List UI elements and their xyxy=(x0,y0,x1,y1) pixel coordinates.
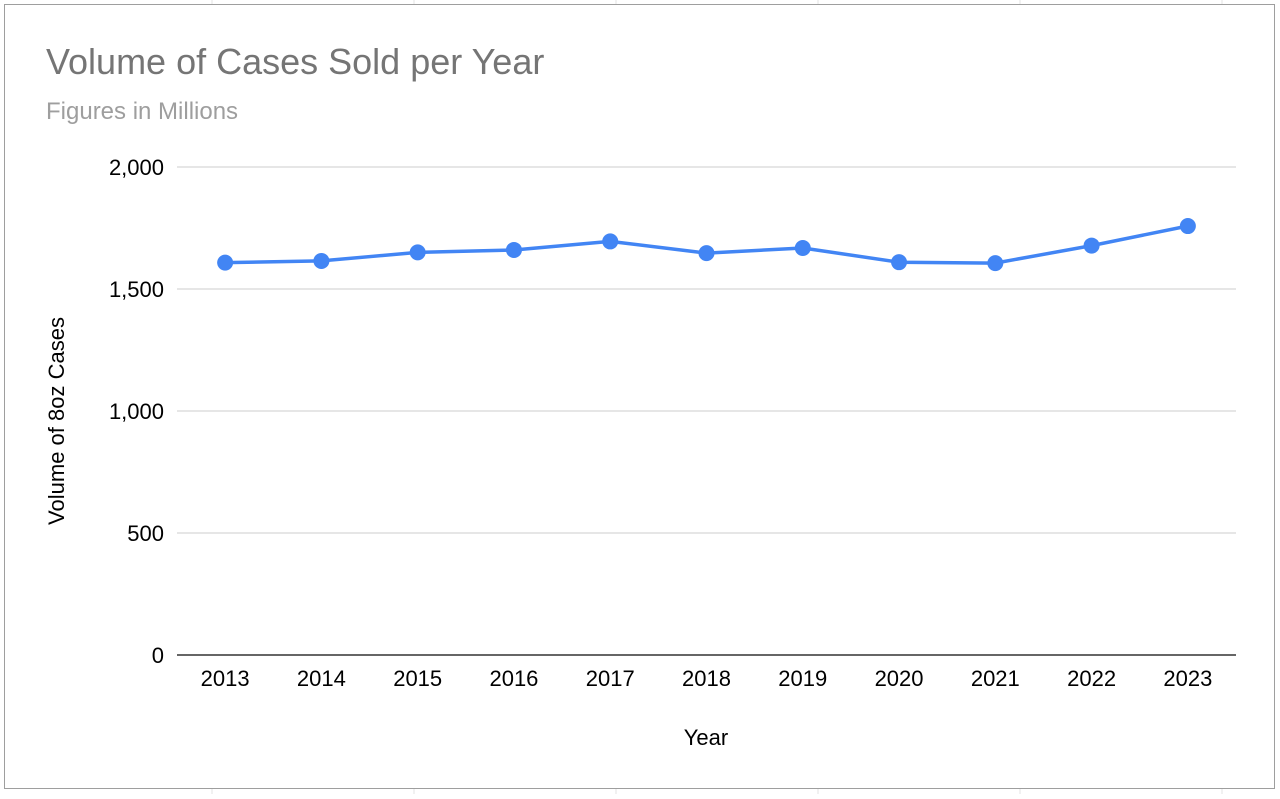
data-point xyxy=(698,245,715,262)
data-point xyxy=(505,241,522,258)
data-point xyxy=(987,255,1004,272)
x-tick-label: 2018 xyxy=(682,666,731,691)
data-point xyxy=(1179,218,1196,235)
x-tick-label: 2013 xyxy=(201,666,250,691)
x-tick-label: 2017 xyxy=(586,666,635,691)
y-tick-label: 0 xyxy=(152,643,164,668)
data-point xyxy=(313,252,330,269)
y-axis-title: Volume of 8oz Cases xyxy=(44,317,69,525)
data-point xyxy=(891,254,908,271)
y-tick-label: 500 xyxy=(127,521,164,546)
series-layer xyxy=(217,218,1196,272)
data-point xyxy=(217,254,234,271)
x-tick-label: 2022 xyxy=(1067,666,1116,691)
data-point xyxy=(602,233,619,250)
data-point xyxy=(409,244,426,261)
y-tick-label: 1,500 xyxy=(109,277,164,302)
x-axis-ticks: 2013 2014 2015 2016 2017 2018 2019 2020 2021 2022… xyxy=(201,666,1213,691)
x-tick-label: 2019 xyxy=(778,666,827,691)
x-axis-title: Year xyxy=(684,725,728,750)
x-tick-label: 2023 xyxy=(1163,666,1212,691)
chart-container[interactable] xyxy=(4,4,1275,789)
gridlines xyxy=(177,166,1236,656)
chart-title: Volume of Cases Sold per Year xyxy=(46,41,545,82)
x-tick-label: 2014 xyxy=(297,666,346,691)
x-tick-label: 2021 xyxy=(971,666,1020,691)
x-tick-label: 2020 xyxy=(875,666,924,691)
y-axis-ticks: 0 500 1,000 1,500 2,000 xyxy=(109,155,164,668)
x-tick-label: 2016 xyxy=(489,666,538,691)
y-tick-label: 2,000 xyxy=(109,155,164,180)
y-tick-label: 1,000 xyxy=(109,399,164,424)
chart-subtitle: Figures in Millions xyxy=(46,98,239,125)
data-point xyxy=(794,240,811,257)
data-point xyxy=(1083,237,1100,254)
x-tick-label: 2015 xyxy=(393,666,442,691)
